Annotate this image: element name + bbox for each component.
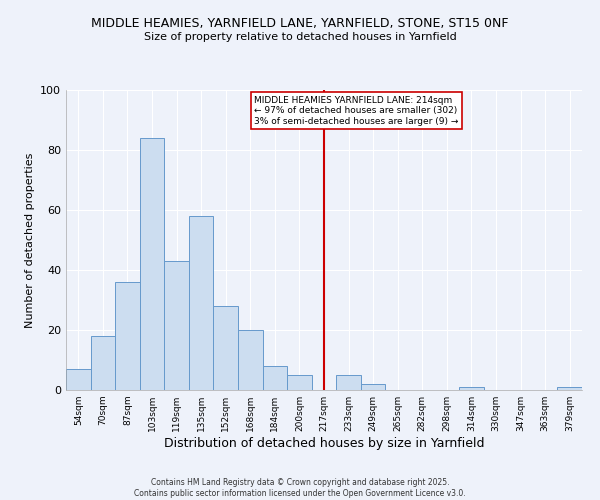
Bar xyxy=(115,282,140,390)
Bar xyxy=(238,330,263,390)
Bar xyxy=(189,216,214,390)
Bar xyxy=(91,336,115,390)
Bar xyxy=(140,138,164,390)
Bar xyxy=(459,387,484,390)
Text: Contains HM Land Registry data © Crown copyright and database right 2025.
Contai: Contains HM Land Registry data © Crown c… xyxy=(134,478,466,498)
Text: MIDDLE HEAMIES YARNFIELD LANE: 214sqm
← 97% of detached houses are smaller (302): MIDDLE HEAMIES YARNFIELD LANE: 214sqm ← … xyxy=(254,96,459,126)
Bar xyxy=(336,375,361,390)
Y-axis label: Number of detached properties: Number of detached properties xyxy=(25,152,35,328)
Bar xyxy=(557,387,582,390)
Text: Size of property relative to detached houses in Yarnfield: Size of property relative to detached ho… xyxy=(143,32,457,42)
Bar xyxy=(263,366,287,390)
Bar xyxy=(287,375,312,390)
Bar xyxy=(214,306,238,390)
Bar xyxy=(164,261,189,390)
Text: MIDDLE HEAMIES, YARNFIELD LANE, YARNFIELD, STONE, ST15 0NF: MIDDLE HEAMIES, YARNFIELD LANE, YARNFIEL… xyxy=(91,18,509,30)
Bar xyxy=(361,384,385,390)
X-axis label: Distribution of detached houses by size in Yarnfield: Distribution of detached houses by size … xyxy=(164,437,484,450)
Bar xyxy=(66,369,91,390)
